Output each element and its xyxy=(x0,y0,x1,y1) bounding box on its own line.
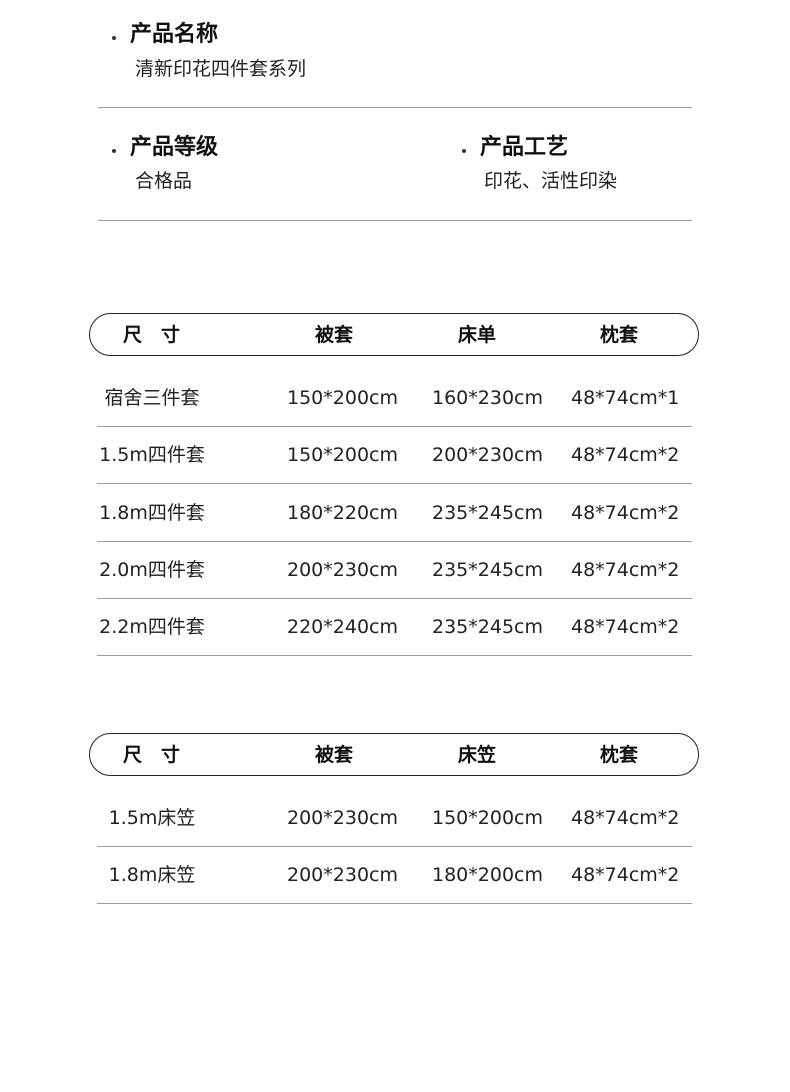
table-row: 2.0m四件套 200*230cm 235*245cm 48*74cm*2 xyxy=(97,542,692,599)
table-row: 宿舍三件套 150*200cm 160*230cm 48*74cm*1 xyxy=(97,370,692,427)
table-cell: 1.8m床笠 xyxy=(108,864,196,887)
table-row: 2.2m四件套 220*240cm 235*245cm 48*74cm*2 xyxy=(97,599,692,657)
table-cell: 200*230cm xyxy=(287,807,398,829)
info-title: 产品等级 xyxy=(130,135,219,160)
table-cell: 48*74cm*2 xyxy=(571,616,680,639)
table-cell: 200*230cm xyxy=(287,558,398,581)
table-cell: 180*220cm xyxy=(287,501,398,524)
header-cell: 尺 寸 xyxy=(123,324,181,346)
header-cell: 床笠 xyxy=(457,744,496,766)
info-value: 合格品 xyxy=(135,170,193,192)
table-row: 1.5m四件套 150*200cm 200*230cm 48*74cm*2 xyxy=(97,427,692,485)
header-cell: 尺 寸 xyxy=(123,744,181,766)
divider xyxy=(98,220,692,221)
row-divider xyxy=(97,426,692,427)
row-divider xyxy=(97,597,692,599)
row-divider xyxy=(97,903,692,905)
table-row: 1.5m床笠 200*230cm 150*200cm 48*74cm*2 xyxy=(97,790,692,847)
table-cell: 220*240cm xyxy=(287,616,398,639)
bullet-dot xyxy=(112,149,116,153)
table-cell: 2.0m四件套 xyxy=(99,558,205,581)
table-cell: 1.8m四件套 xyxy=(99,501,205,524)
table-cell: 48*74cm*2 xyxy=(571,807,680,829)
table-cell: 48*74cm*2 xyxy=(571,444,680,467)
info-value: 印花、活性印染 xyxy=(484,170,618,192)
size-table-set: 尺 寸 被套 床单 枕套宿舍三件套 150*200cm 160*230cm 48*74cm*… xyxy=(0,313,790,663)
table-cell: 150*200cm xyxy=(287,444,398,467)
table-cell: 200*230cm xyxy=(287,864,398,887)
header-cell: 枕套 xyxy=(599,324,638,346)
table-header: 尺 寸 被套 床笠 枕套 xyxy=(89,733,699,776)
table-cell: 48*74cm*1 xyxy=(571,387,680,409)
row-divider xyxy=(97,540,692,542)
table-header: 尺 寸 被套 床单 枕套 xyxy=(89,313,699,356)
table-cell: 48*74cm*2 xyxy=(571,501,680,524)
table-cell: 235*245cm xyxy=(432,558,543,581)
header-cell: 枕套 xyxy=(599,744,638,766)
table-row: 1.8m床笠 200*230cm 180*200cm 48*74cm*2 xyxy=(97,847,692,905)
size-table-fitted-sheet: 尺 寸 被套 床笠 枕套 1.5m床笠 200*230cm 150*200cm 48*74cm… xyxy=(0,733,790,913)
table-cell: 180*200cm xyxy=(432,864,543,887)
divider xyxy=(98,107,692,108)
row-divider xyxy=(97,483,692,485)
table-cell: 48*74cm*2 xyxy=(571,558,680,581)
table-cell: 160*230cm xyxy=(432,387,543,409)
header-cell: 被套 xyxy=(314,324,353,346)
table-cell: 150*200cm xyxy=(287,387,398,409)
table-cell: 150*200cm xyxy=(432,807,543,829)
row-divider xyxy=(97,655,692,657)
table-cell: 宿舍三件套 xyxy=(104,387,200,409)
table-cell: 1.5m床笠 xyxy=(108,807,196,829)
info-title: 产品名称 xyxy=(130,22,219,47)
table-cell: 235*245cm xyxy=(432,616,543,639)
bullet-dot xyxy=(112,36,116,40)
table-cell: 2.2m四件套 xyxy=(99,616,205,639)
info-title: 产品工艺 xyxy=(480,135,569,160)
header-cell: 被套 xyxy=(314,744,353,766)
table-cell: 1.5m四件套 xyxy=(99,444,205,467)
table-row: 1.8m四件套 180*220cm 235*245cm 48*74cm*2 xyxy=(97,485,692,542)
info-value: 清新印花四件套系列 xyxy=(135,58,307,80)
bullet-dot xyxy=(462,149,466,153)
table-cell: 200*230cm xyxy=(432,444,543,467)
row-divider xyxy=(97,846,692,847)
table-cell: 235*245cm xyxy=(432,501,543,524)
table-cell: 48*74cm*2 xyxy=(571,864,680,887)
header-cell: 床单 xyxy=(457,324,496,346)
